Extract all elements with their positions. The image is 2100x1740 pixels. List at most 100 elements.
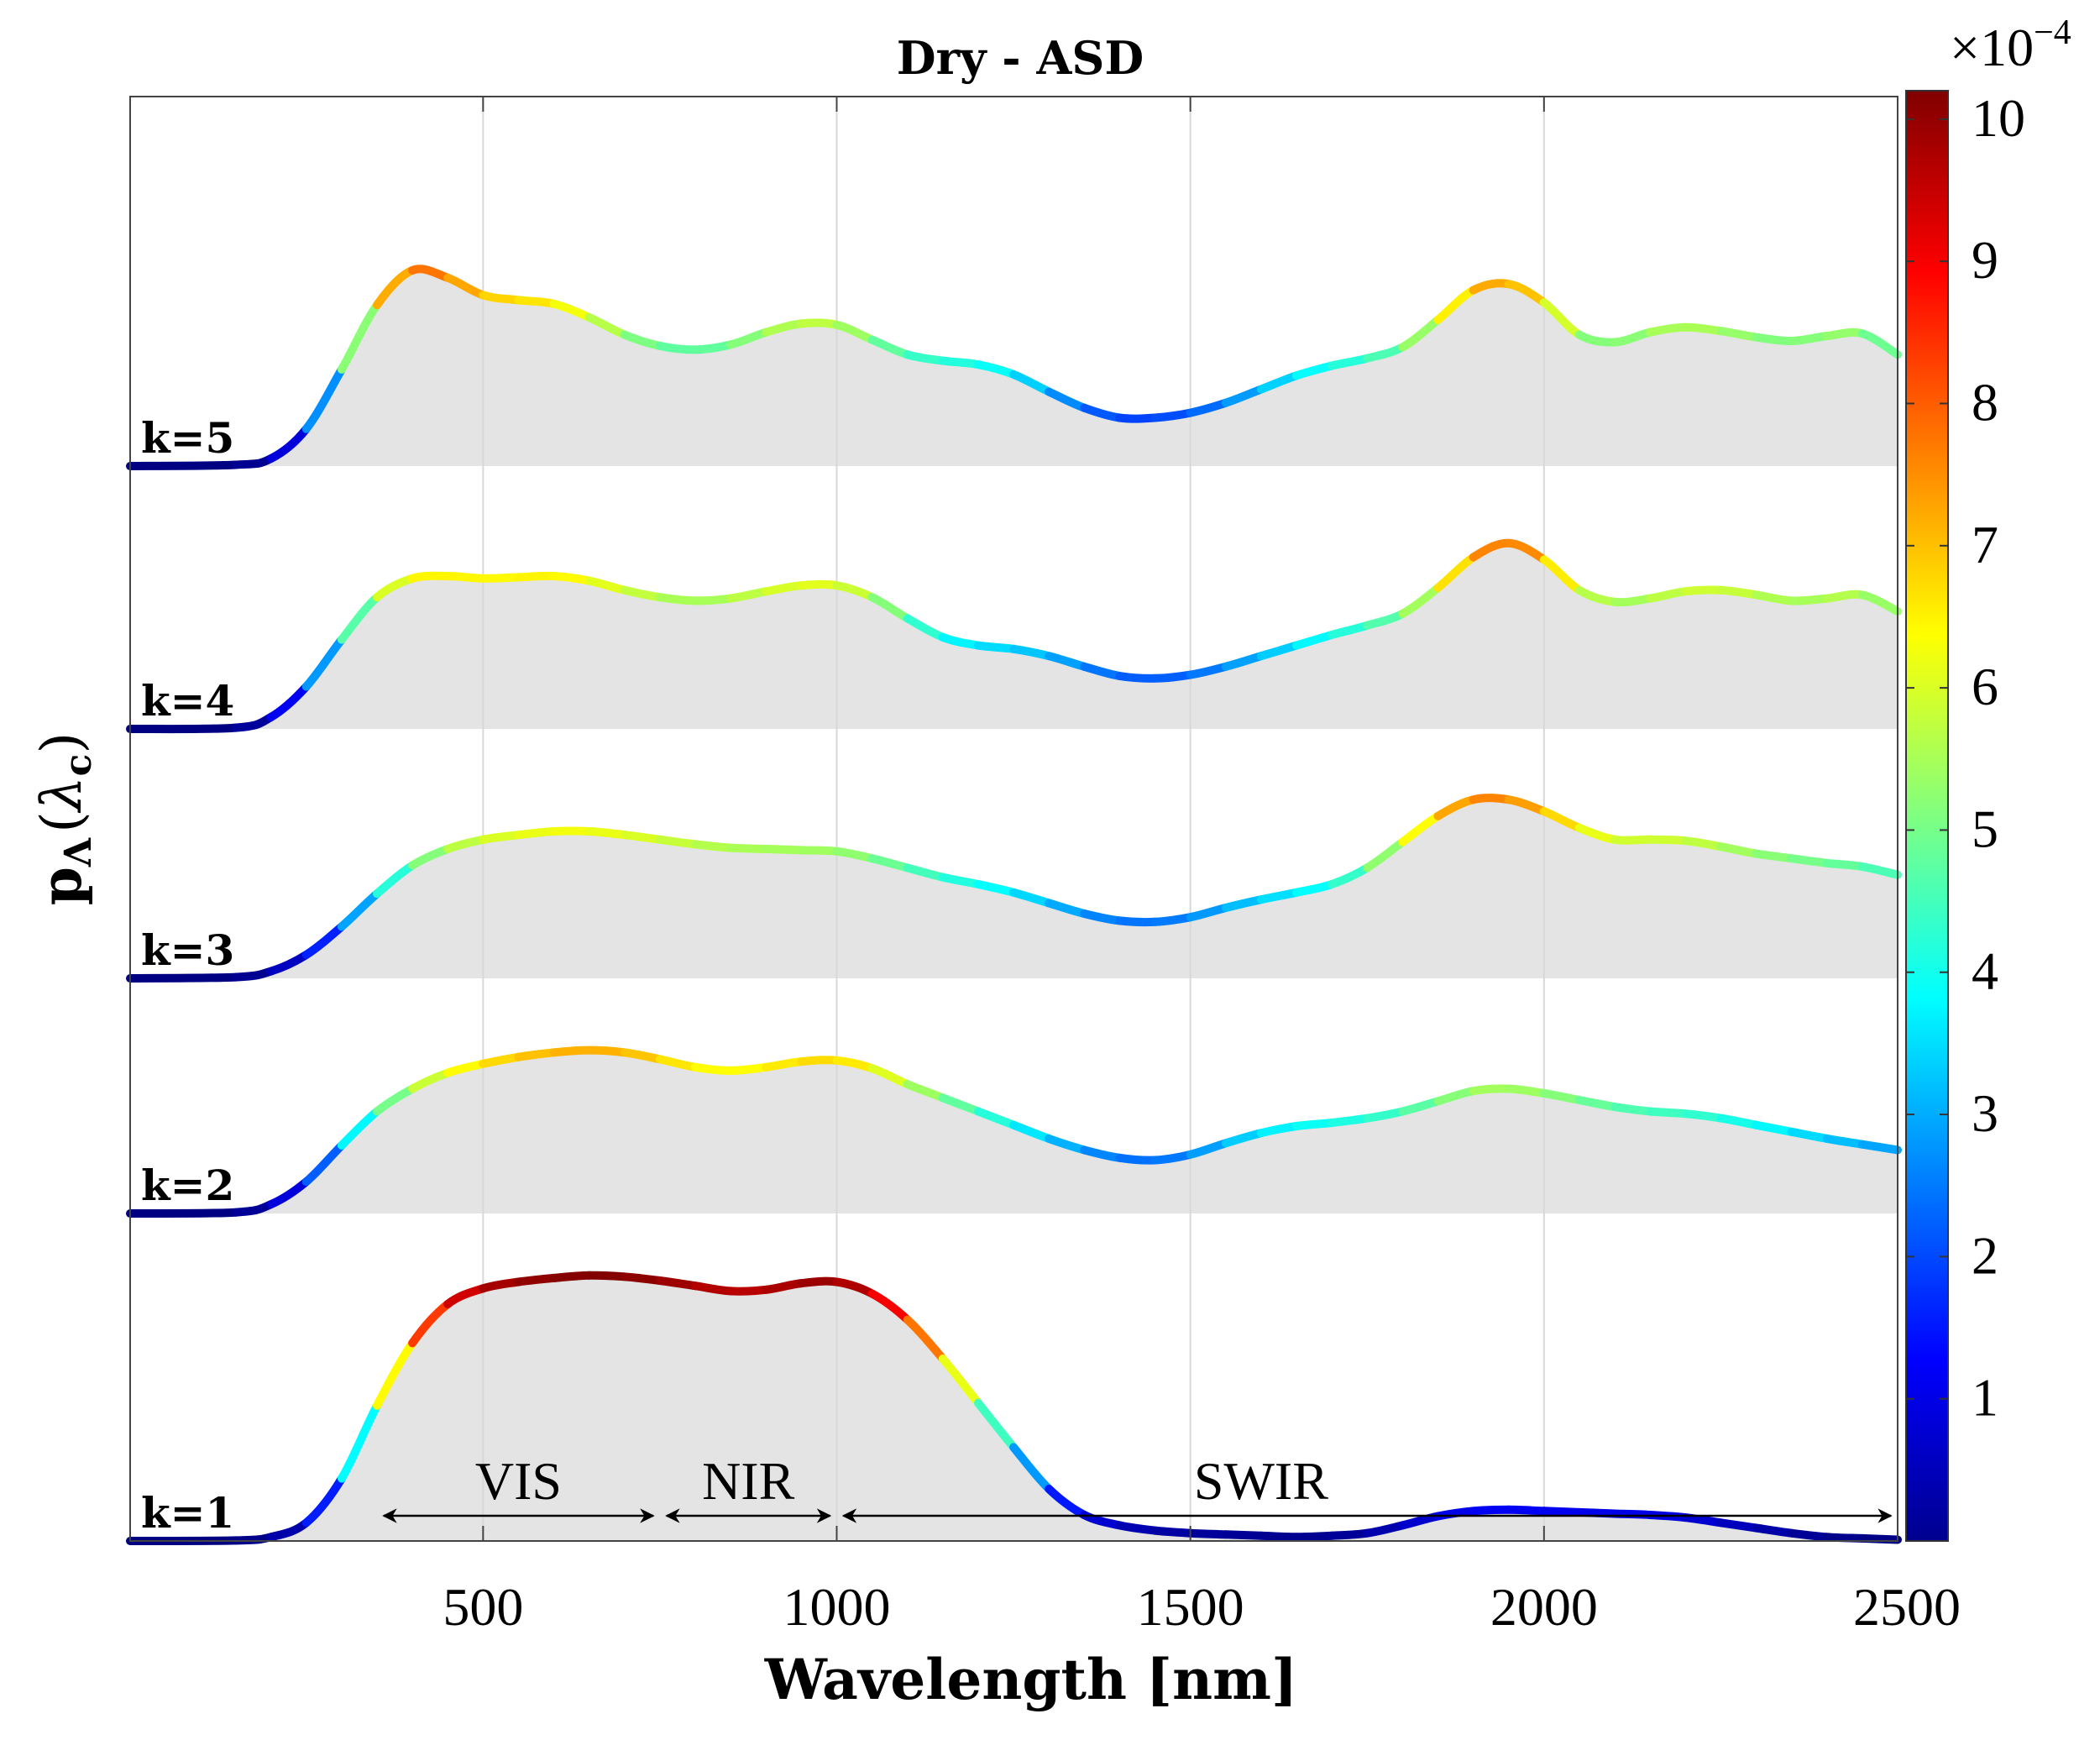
series-segment-k=5	[1822, 328, 1867, 341]
series-segment-k=1	[301, 1474, 346, 1528]
x-axis-ticks: 500 1000 1500 2000 2500	[443, 97, 1961, 1637]
series-segment-k=1	[1857, 1533, 1902, 1544]
y-axis-label-arg: λ	[29, 776, 94, 814]
region-label-VIS: VIS	[475, 1451, 562, 1511]
colorbar-tick-label-7: 7	[1972, 515, 1998, 574]
series-segment-k=3	[126, 972, 240, 983]
series-segment-k=3	[1150, 913, 1195, 926]
series-segment-k=1	[1752, 1523, 1796, 1538]
series-segment-k=4	[1716, 585, 1761, 600]
series-segment-k=4	[974, 641, 1019, 653]
series-segment-k=4	[797, 579, 841, 590]
spectral-regions: VIS NIR SWIR	[382, 1451, 1893, 1523]
colorbar-multiplier-base: ×10	[1950, 18, 2034, 77]
series-segment-k=3	[1115, 916, 1160, 927]
series-segment-k=1	[1256, 1531, 1301, 1542]
series-segment-k=5	[1646, 322, 1690, 337]
series-segment-k=5	[655, 341, 699, 354]
series-segment-k=2	[691, 1062, 736, 1075]
series-segment-k=4	[655, 593, 699, 605]
series-segment-k=3	[1610, 835, 1655, 845]
series-segment-k=5	[514, 296, 558, 308]
colorbar-tick-label-3: 3	[1972, 1083, 1998, 1143]
series-segment-k=5	[1574, 330, 1620, 347]
series-segment-k=1	[1186, 1528, 1230, 1539]
series-segment-k=4	[479, 573, 523, 583]
series-segment-k=2	[1504, 1084, 1548, 1098]
series-segment-k=4	[408, 571, 453, 583]
series-segment-k=5	[231, 454, 275, 469]
x-tick-label-1000: 1000	[783, 1577, 890, 1637]
series-segment-k=3	[655, 835, 699, 849]
colorbar	[1905, 90, 1949, 1542]
series-segment-k=3	[1822, 858, 1867, 871]
series-segment-k=2	[762, 1057, 806, 1072]
series-segment-k=5	[301, 364, 346, 433]
series-segment-k=3	[1469, 794, 1513, 804]
series-segment-k=2	[514, 1048, 558, 1061]
region-label-SWIR: SWIR	[1194, 1451, 1328, 1511]
series-segment-k=2	[301, 1141, 346, 1187]
series-segment-k=1	[1787, 1528, 1831, 1542]
series-segment-k=5	[903, 350, 947, 365]
series-segment-k=2	[1822, 1134, 1867, 1149]
series-segment-k=3	[1787, 854, 1831, 867]
colorbar-tick-label-6: 6	[1972, 657, 1998, 716]
colorbar-tick-label-1: 1	[1972, 1368, 1998, 1428]
series-segment-k=2	[1646, 1107, 1690, 1119]
series-segment-k=1	[1009, 1443, 1054, 1493]
series-segment-k=1	[1292, 1531, 1337, 1542]
series-segment-k=5	[1787, 332, 1831, 345]
series-segment-k=3	[726, 843, 771, 853]
colorbar-ticks: 1 2 3 4 5 6 7 8 9 10	[1906, 88, 2025, 1428]
series-segment-k=1	[974, 1398, 1019, 1452]
area-fill-k=5	[130, 269, 1898, 466]
y-axis-label: pΛ (λc)	[29, 732, 100, 905]
series-segment-k=4	[1115, 672, 1160, 683]
series-segment-k=1	[655, 1276, 699, 1291]
series-segment-k=1	[1504, 1505, 1548, 1516]
series-segment-k=5	[1752, 333, 1796, 346]
series-segment-k=1	[1539, 1507, 1584, 1517]
series-segment-k=1	[620, 1272, 664, 1285]
series-segment-k=1	[549, 1271, 594, 1282]
series-segment-k=3	[797, 846, 841, 856]
series-segment-k=5	[479, 291, 523, 305]
series-segment-k=3	[584, 827, 629, 840]
x-tick-label-2000: 2000	[1490, 1577, 1598, 1637]
series-segment-k=5	[691, 340, 736, 354]
series-segment-k=4	[1610, 594, 1655, 607]
series-segment-k=2	[549, 1046, 594, 1057]
x-axis-label: Wavelength [nm]	[764, 1647, 1297, 1712]
chart-title: Dry - ASD	[897, 31, 1144, 85]
series-segment-k=4	[549, 572, 594, 585]
area-fills	[130, 269, 1898, 1541]
series-segment-k=3	[231, 967, 275, 982]
series-label-k=2: k=2	[141, 1161, 234, 1210]
series-segment-k=2	[1857, 1140, 1902, 1155]
series-label-k=1: k=1	[141, 1488, 234, 1538]
series-segment-k=1	[1681, 1513, 1726, 1528]
series-segment-k=3	[762, 845, 806, 855]
series-segment-k=3	[620, 831, 664, 844]
area-fill-k=4	[130, 542, 1898, 730]
y-axis-label-sub: Λ	[57, 837, 100, 867]
series-segment-k=1	[337, 1401, 381, 1483]
series-segment-k=4	[443, 572, 488, 583]
series-segment-k=5	[938, 356, 982, 369]
area-fill-k=3	[130, 798, 1898, 978]
x-tick-label-1500: 1500	[1137, 1577, 1244, 1637]
colorbar-tick-label-4: 4	[1972, 941, 1998, 1001]
colorbar-tick-label-2: 2	[1972, 1225, 1998, 1285]
series-label-k=3: k=3	[141, 925, 234, 975]
series-segment-k=5	[1115, 413, 1160, 423]
series-segment-k=3	[1857, 862, 1902, 879]
series-segment-k=1	[797, 1276, 841, 1288]
series-segment-k=2	[1292, 1119, 1337, 1130]
series-segment-k=5	[1681, 322, 1726, 336]
series-segment-k=3	[514, 827, 558, 840]
series-segment-k=1	[1469, 1505, 1513, 1516]
series-segment-k=1	[1574, 1507, 1620, 1518]
series-segment-k=4	[1681, 585, 1726, 596]
